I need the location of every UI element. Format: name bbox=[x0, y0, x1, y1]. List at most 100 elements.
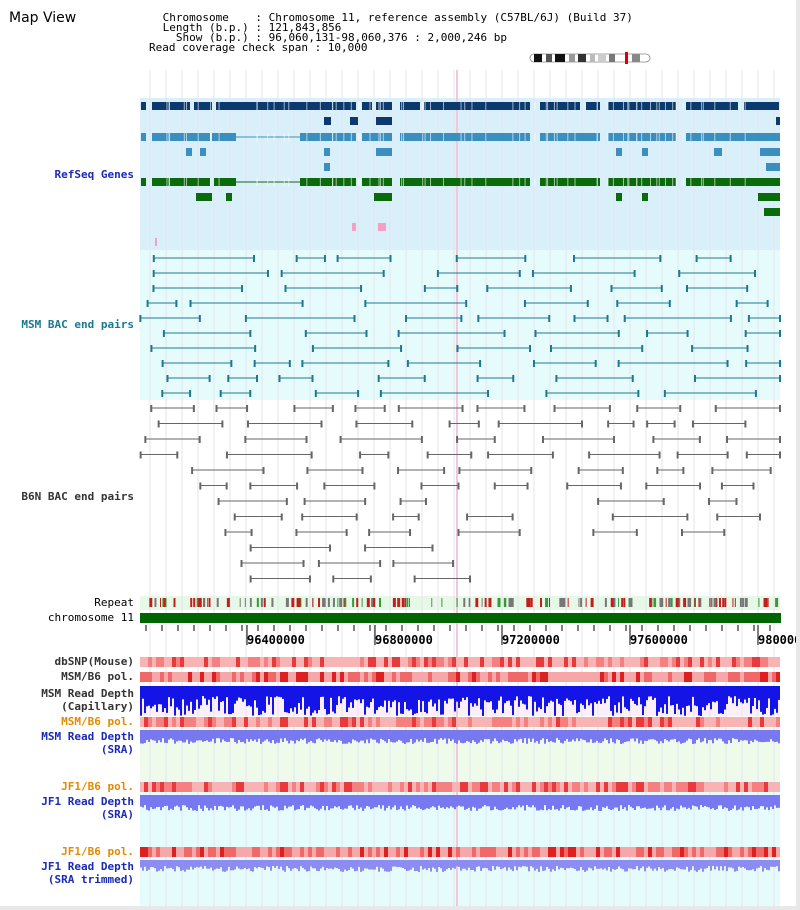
msm-b6-pol-label-1[interactable]: MSM/B6 pol. bbox=[61, 670, 134, 683]
read-depth-bar bbox=[428, 730, 430, 743]
polymorphism-cell bbox=[716, 672, 720, 682]
polymorphism-cell bbox=[196, 847, 200, 857]
polymorphism-cell bbox=[600, 657, 604, 667]
bac-end-mark bbox=[766, 300, 769, 307]
read-depth-bar bbox=[242, 730, 244, 742]
chromosome-ideogram[interactable] bbox=[528, 52, 652, 64]
polymorphism-cell bbox=[472, 672, 476, 682]
polymorphism-cell bbox=[140, 847, 144, 857]
read-depth-bar bbox=[670, 686, 672, 706]
read-depth-bar bbox=[442, 860, 444, 872]
polymorphism-cell bbox=[364, 847, 368, 857]
read-depth-bar bbox=[398, 795, 400, 810]
polymorphism-cell bbox=[436, 782, 440, 792]
polymorphism-cell bbox=[460, 717, 464, 727]
read-depth-bar bbox=[660, 860, 662, 869]
polymorphism-cell bbox=[556, 717, 560, 727]
jf1-read-depth-sra-label[interactable]: JF1 Read Depth bbox=[41, 795, 134, 808]
jf1-b6-pol-label-1[interactable]: JF1/B6 pol. bbox=[61, 780, 134, 793]
repeat-element bbox=[724, 598, 727, 607]
gene-exon bbox=[200, 148, 206, 156]
gene-exon bbox=[141, 102, 146, 110]
polymorphism-cell bbox=[600, 672, 604, 682]
bac-end-mark bbox=[711, 467, 714, 474]
polymorphism-cell bbox=[416, 657, 420, 667]
read-depth-bar bbox=[760, 795, 762, 807]
read-depth-bar bbox=[468, 860, 470, 868]
read-depth-bar bbox=[394, 730, 396, 743]
polymorphism-cell bbox=[156, 672, 160, 682]
polymorphism-cell bbox=[540, 847, 544, 857]
read-depth-bar bbox=[554, 795, 556, 810]
read-depth-bar bbox=[318, 795, 320, 811]
read-depth-bar bbox=[502, 730, 504, 740]
read-depth-bar bbox=[734, 860, 736, 872]
jf1-b6-pol-label-2[interactable]: JF1/B6 pol. bbox=[61, 845, 134, 858]
read-depth-bar bbox=[476, 730, 478, 744]
bac-end-mark bbox=[192, 405, 195, 412]
read-depth-bar bbox=[294, 730, 296, 744]
msm-read-depth-sra-label[interactable]: MSM Read Depth bbox=[41, 730, 134, 743]
read-depth-bar bbox=[680, 686, 682, 715]
polymorphism-cell bbox=[288, 847, 292, 857]
read-depth-bar bbox=[332, 730, 334, 742]
read-depth-bar bbox=[418, 686, 420, 700]
read-depth-bar bbox=[718, 795, 720, 806]
polymorphism-cell bbox=[544, 782, 548, 792]
read-depth-bar bbox=[534, 860, 536, 871]
bac-end-mark bbox=[364, 498, 367, 505]
refseq-genes-label[interactable]: RefSeq Genes bbox=[54, 168, 134, 181]
repeat-element bbox=[651, 598, 653, 607]
read-depth-bar bbox=[346, 686, 348, 712]
read-depth-bar bbox=[190, 860, 192, 867]
polymorphism-cell bbox=[684, 657, 688, 667]
polymorphism-cell bbox=[628, 657, 632, 667]
polymorphism-cell bbox=[176, 847, 180, 857]
read-depth-bar bbox=[542, 730, 544, 739]
msm-read-depth-capillary-label[interactable]: MSM Read Depth bbox=[41, 687, 134, 700]
gene-exon bbox=[642, 148, 648, 156]
msm-b6-pol-label-2[interactable]: MSM/B6 pol. bbox=[61, 715, 134, 728]
read-depth-bar bbox=[286, 860, 288, 867]
repeat-element bbox=[549, 598, 551, 607]
polymorphism-cell bbox=[496, 717, 500, 727]
polymorphism-cell bbox=[756, 657, 760, 667]
read-depth-bar bbox=[502, 686, 504, 714]
bac-end-mark bbox=[659, 255, 662, 262]
read-depth-bar bbox=[520, 860, 522, 868]
polymorphism-cell bbox=[456, 672, 460, 682]
read-depth-bar bbox=[748, 686, 750, 698]
msm-bac-end-pairs-label[interactable]: MSM BAC end pairs bbox=[21, 318, 134, 331]
read-depth-bar bbox=[212, 860, 214, 871]
dbsnp-label[interactable]: dbSNP(Mouse) bbox=[54, 655, 134, 668]
read-depth-bar bbox=[546, 860, 548, 868]
read-depth-bar bbox=[166, 860, 168, 869]
read-depth-bar bbox=[406, 795, 408, 806]
polymorphism-cell bbox=[400, 717, 404, 727]
bac-end-mark bbox=[752, 482, 755, 490]
read-depth-bar bbox=[754, 730, 756, 740]
read-depth-bar bbox=[528, 686, 530, 697]
read-depth-bar bbox=[446, 730, 448, 744]
read-depth-bar bbox=[142, 795, 144, 808]
read-depth-bar bbox=[466, 795, 468, 809]
msm-sra-sublabel: (SRA) bbox=[100, 743, 134, 756]
polymorphism-cell bbox=[544, 672, 548, 682]
polymorphism-cell bbox=[288, 717, 292, 727]
polymorphism-cell bbox=[764, 782, 768, 792]
repeat-element bbox=[431, 598, 433, 607]
polymorphism-cell bbox=[352, 657, 356, 667]
read-depth-bar bbox=[404, 795, 406, 811]
jf1-read-depth-trimmed-label[interactable]: JF1 Read Depth bbox=[41, 860, 134, 873]
polymorphism-cell bbox=[744, 782, 748, 792]
polymorphism-cell bbox=[384, 782, 388, 792]
bac-end-mark bbox=[443, 467, 446, 474]
read-depth-bar bbox=[620, 795, 622, 806]
polymorphism-cell bbox=[692, 672, 696, 682]
read-depth-bar bbox=[716, 730, 718, 741]
b6n-bac-end-pairs-label[interactable]: B6N BAC end pairs bbox=[21, 490, 134, 503]
polymorphism-cell bbox=[560, 672, 564, 682]
polymorphism-cell bbox=[332, 672, 336, 682]
read-depth-bar bbox=[512, 795, 514, 808]
